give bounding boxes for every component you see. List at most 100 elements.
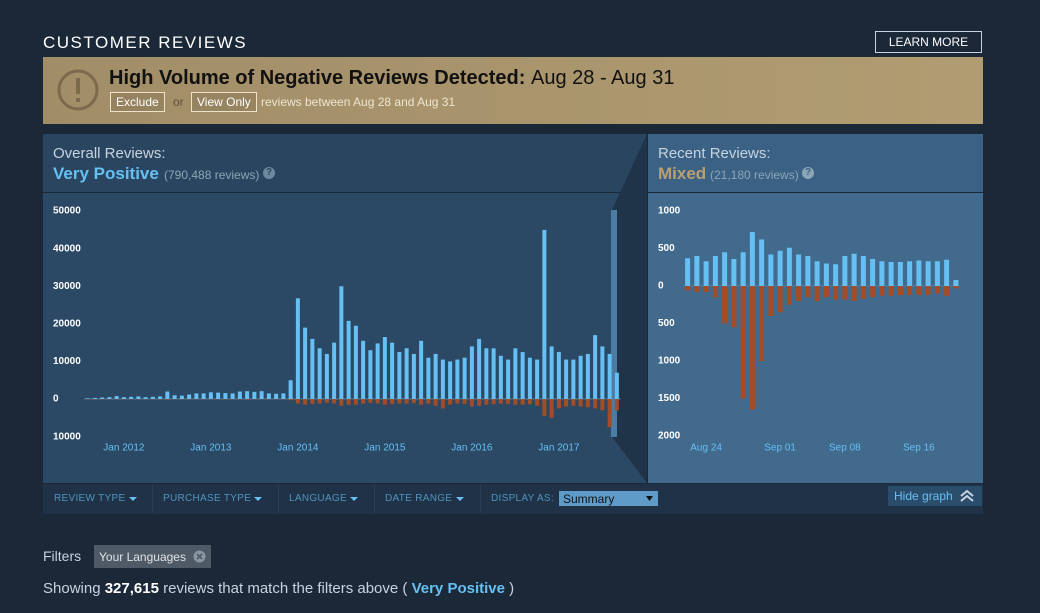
bar (796, 254, 802, 286)
bar (851, 286, 857, 301)
bar (85, 398, 90, 400)
bar (833, 286, 839, 300)
bar (814, 286, 820, 301)
bar (498, 399, 503, 404)
y-tick-label: 1000 (658, 356, 681, 367)
overall-header (43, 134, 647, 192)
bar (498, 355, 503, 400)
bar (419, 399, 424, 405)
bar (768, 254, 774, 286)
bar (469, 399, 474, 407)
bar (150, 396, 155, 400)
bar (722, 286, 728, 324)
bar (368, 350, 373, 400)
learn-more-button[interactable]: LEARN MORE (875, 31, 982, 53)
x-tick-label: Sep 08 (829, 443, 861, 454)
bar (600, 346, 605, 400)
hide-graph-button[interactable] (888, 486, 982, 506)
filter-tag-label: Your Languages (99, 550, 186, 564)
bar (703, 261, 709, 286)
bar (614, 372, 619, 400)
bar (607, 399, 612, 428)
y-tick-label: 10000 (53, 431, 81, 442)
bar (266, 393, 271, 400)
hide-graph-label: Hide graph (894, 489, 953, 503)
bar (916, 286, 922, 295)
bar (230, 393, 235, 400)
bar (600, 399, 605, 411)
bar (440, 359, 445, 400)
bar (107, 397, 112, 400)
x-tick-label: Jan 2016 (451, 443, 493, 454)
bar (614, 399, 619, 411)
bar (390, 399, 395, 404)
bar (814, 261, 820, 286)
help-icon[interactable]: ? (263, 167, 275, 179)
alert-or: or (173, 95, 184, 109)
bar (870, 259, 876, 286)
bar (172, 395, 177, 400)
bar (759, 239, 765, 286)
bar (114, 396, 119, 400)
bar (448, 399, 453, 405)
exclude-button[interactable]: Exclude (110, 92, 165, 112)
bar (310, 338, 315, 400)
filter-dropdown[interactable]: REVIEW TYPE (54, 493, 126, 504)
bar (556, 352, 561, 400)
bar (934, 286, 940, 294)
filter-tag[interactable] (94, 545, 211, 568)
x-tick-label: Jan 2014 (277, 443, 319, 454)
recent-header (648, 134, 983, 192)
bar (346, 399, 351, 405)
bar (556, 399, 561, 409)
bar (419, 340, 424, 400)
bar (368, 399, 373, 403)
bar (916, 260, 922, 286)
bar (578, 355, 583, 400)
bar (535, 359, 540, 400)
bar (731, 259, 737, 286)
bar (484, 399, 489, 405)
bar (925, 261, 931, 286)
collapse-icon (960, 489, 974, 502)
view-only-button[interactable]: View Only (191, 92, 257, 112)
filter-dropdown[interactable]: LANGUAGE (289, 493, 347, 504)
bar (288, 380, 293, 400)
remove-icon[interactable] (193, 550, 206, 563)
bar (759, 286, 765, 361)
bar (397, 352, 402, 400)
alert-text: reviews between Aug 28 and Aug 31 (261, 95, 456, 109)
bar (216, 392, 221, 400)
bar (353, 399, 358, 405)
bar (477, 399, 482, 406)
summary-text: ) (509, 580, 515, 597)
alert-banner (43, 57, 983, 124)
bar (179, 395, 184, 400)
bar (92, 397, 97, 400)
bar (953, 286, 959, 289)
bar (201, 393, 206, 400)
y-tick-label: 500 (658, 318, 675, 329)
bar (694, 286, 700, 292)
bar (317, 348, 322, 400)
bar (506, 359, 511, 400)
y-tick-label: 50000 (53, 206, 81, 217)
filter-dropdown[interactable]: PURCHASE TYPE (163, 493, 252, 504)
bar (426, 357, 431, 400)
bar (324, 353, 329, 400)
bar (823, 263, 829, 286)
bar (897, 286, 903, 295)
section-title: CUSTOMER REVIEWS (43, 33, 248, 52)
display-select[interactable] (559, 491, 658, 506)
bar (332, 399, 337, 404)
bar (382, 399, 387, 405)
help-icon[interactable]: ? (802, 167, 814, 179)
x-tick-label: Jan 2015 (364, 443, 406, 454)
bar (888, 286, 894, 296)
bar (805, 256, 811, 286)
bar (288, 399, 293, 401)
filter-dropdown[interactable]: DATE RANGE (385, 493, 453, 504)
bar (564, 399, 569, 407)
bar (165, 391, 170, 400)
